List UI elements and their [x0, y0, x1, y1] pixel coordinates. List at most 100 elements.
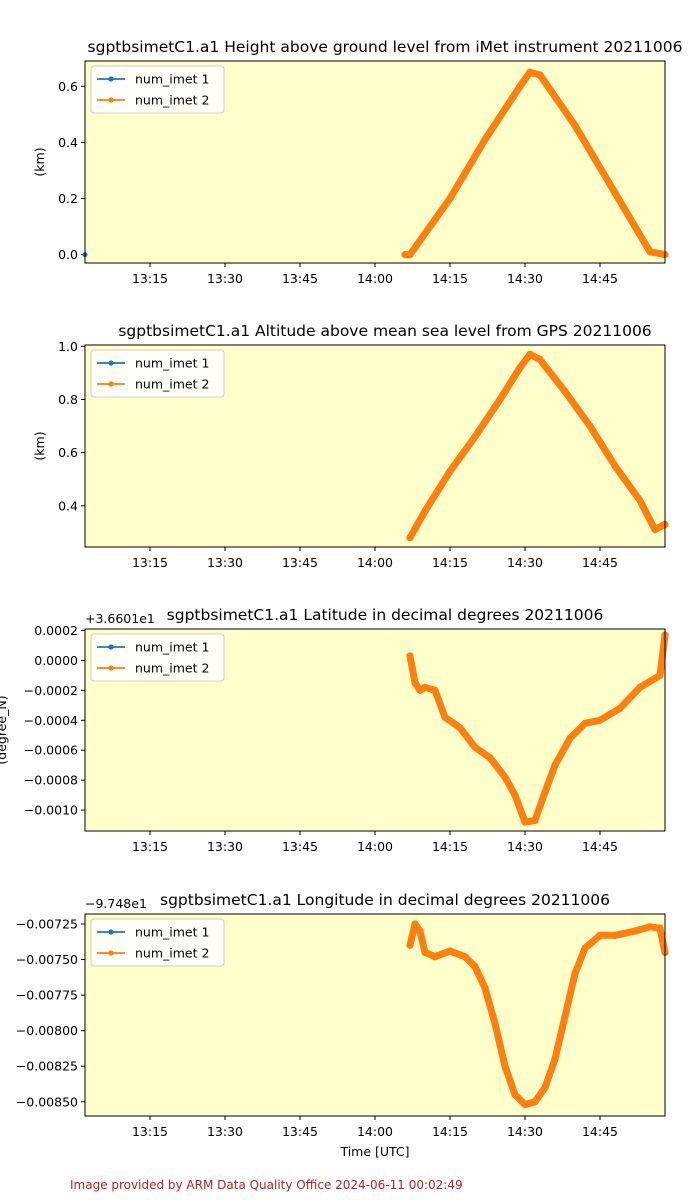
panel-4-ytick-label: −0.00725 [16, 916, 78, 931]
panel-1-series-2-point [611, 189, 619, 197]
panel-4-xtick-label: 13:45 [282, 1124, 318, 1139]
panel-2-legend-label-2: num_imet 2 [135, 377, 209, 392]
panel-1-xtick-label: 13:45 [282, 271, 318, 286]
panel-4-series-2-point [551, 1055, 559, 1063]
panel-3-title: sgptbsimetC1.a1 Latitude in decimal degr… [167, 606, 604, 624]
panel-2-xtick-label: 13:30 [207, 555, 243, 570]
panel-3-series-2-point [406, 652, 414, 660]
panel-3-series-2-point [616, 704, 624, 712]
panel-4-series-2-point [571, 970, 579, 978]
panel-2-series-2-point [421, 507, 429, 515]
panel-2-series-2-point [446, 467, 454, 475]
panel-4-offset-label: −9.748e1 [85, 896, 147, 911]
panel-4-legend-label-2: num_imet 2 [135, 946, 209, 961]
panel-4-legend-marker-2 [108, 950, 114, 956]
panel-4-series-2-point [416, 927, 424, 935]
panel-4-series-2-point [501, 1062, 509, 1070]
panel-1-ytick-label: 0.6 [58, 79, 78, 94]
panel-2-legend [90, 349, 225, 398]
panel-2-ytick-label: 0.8 [58, 392, 78, 407]
panel-1-series-2-point [571, 121, 579, 130]
panel-4-xtick-label: 13:15 [132, 1124, 168, 1139]
panel-3-series-2-point [636, 683, 644, 691]
panel-2-title: sgptbsimetC1.a1 Altitude above mean sea … [118, 322, 651, 340]
panel-2-xtick-label: 14:45 [582, 555, 618, 570]
panel-4-series-2-point [521, 1101, 529, 1109]
panel-4-series-2-point [581, 944, 589, 952]
panel-4-ytick-label: −0.00775 [16, 988, 78, 1003]
panel-4-series-2-point [406, 941, 414, 949]
panel-3-ytick-label: 0.0002 [34, 623, 78, 638]
panel-2-xtick-label: 14:30 [507, 555, 543, 570]
panel-4-frame [84, 913, 666, 1117]
panel-4-series-2-point [511, 1091, 519, 1099]
panel-3-legend-label-2: num_imet 2 [135, 661, 209, 676]
panel-3-ytick-label: −0.0006 [24, 743, 78, 758]
panel-1-series-2-point [646, 248, 654, 256]
panel-3-ytick-label: 0.0000 [34, 653, 78, 668]
panel-4-series-2-point [481, 984, 489, 992]
panel-2-xtick-label: 13:45 [282, 555, 318, 570]
panel-2-series-2-point [651, 526, 659, 534]
panel-3-ytick-label: −0.0002 [24, 683, 78, 698]
panel-2-series-2-point [611, 462, 619, 470]
panel-2-series-2-point [471, 433, 479, 441]
panel-2-legend-marker-2 [108, 381, 114, 387]
panel-4-series-2-point [561, 1012, 569, 1021]
panel-1-series-2-point [516, 82, 524, 90]
panel-4-series-2-point [471, 963, 479, 971]
panel-4-xlabel: Time [UTC] [339, 1144, 409, 1159]
panel-3-series-2-point [521, 818, 529, 826]
panel-3-ytick-label: −0.0010 [24, 803, 78, 818]
panel-1-series-2-point [406, 250, 414, 259]
panel-1-series-2-point [481, 135, 489, 144]
panel-3-series-2-point [566, 734, 574, 742]
panel-1-series-2-point [401, 250, 409, 259]
panel-1-xtick-label: 14:15 [432, 271, 468, 286]
panel-3-xtick-label: 13:45 [282, 839, 318, 854]
panel-3-legend-label-1: num_imet 1 [135, 640, 209, 655]
panel-3-xtick-label: 13:30 [207, 839, 243, 854]
panel-4-series-2-point [646, 923, 654, 931]
panel-2-frame [84, 344, 666, 548]
panel-3-ylabel: (degree_N) [0, 695, 9, 764]
panel-4-series-2-point [491, 1019, 499, 1028]
panel-3-series-2-point [456, 724, 464, 732]
panel-4-series-2-point [446, 947, 454, 955]
panel-4-ytick-label: −0.00850 [16, 1094, 78, 1109]
panel-3-series-2-point [656, 671, 664, 679]
panel-2-legend-marker-1 [108, 360, 114, 366]
panel-1-xtick-label: 13:30 [207, 271, 243, 286]
panel-4-xtick-label: 14:45 [582, 1124, 618, 1139]
panel-4-series-2-point [656, 924, 664, 932]
panel-2-series-2-point [516, 363, 524, 372]
panel-3-xtick-label: 14:00 [357, 839, 393, 854]
panel-1-series-2-point [536, 71, 544, 79]
panel-4-legend-label-1: num_imet 1 [135, 925, 209, 940]
panel-4-xtick-label: 14:00 [357, 1124, 393, 1139]
panel-2-ytick-label: 1.0 [58, 339, 78, 354]
panel-1-ytick-label: 0.0 [58, 247, 78, 262]
panel-1-ylabel: (km) [32, 147, 47, 176]
panel-1-legend-marker-1 [108, 76, 114, 82]
panel-3-legend-marker-1 [108, 644, 114, 650]
panel-3-series-2-point [441, 713, 449, 721]
panel-4-series-2-point [411, 920, 419, 928]
panel-3-series-2-point [431, 686, 439, 694]
panel-3-series-2-point [411, 679, 419, 687]
panel-4-series-2-point [611, 931, 619, 939]
panel-2-series-2-point [536, 356, 544, 364]
panel-4-ytick-label: −0.00750 [16, 952, 78, 967]
panel-3-series-2-point [531, 816, 539, 825]
panel-4-ytick-label: −0.00825 [16, 1059, 78, 1074]
panel-2-series-2-point [406, 534, 414, 542]
panel-1-legend-label-2: num_imet 2 [135, 93, 209, 108]
panel-4-ytick-label: −0.00800 [16, 1023, 78, 1038]
panel-1-ytick-label: 0.2 [58, 191, 78, 206]
panel-2-series-2-point [496, 395, 504, 404]
panel-3-xtick-label: 13:15 [132, 839, 168, 854]
panel-3-series-2-point [596, 716, 604, 724]
panel-4-xtick-label: 14:30 [507, 1124, 543, 1139]
panel-1-xtick-label: 13:15 [132, 271, 168, 286]
panel-4-series-2-point [531, 1098, 539, 1106]
